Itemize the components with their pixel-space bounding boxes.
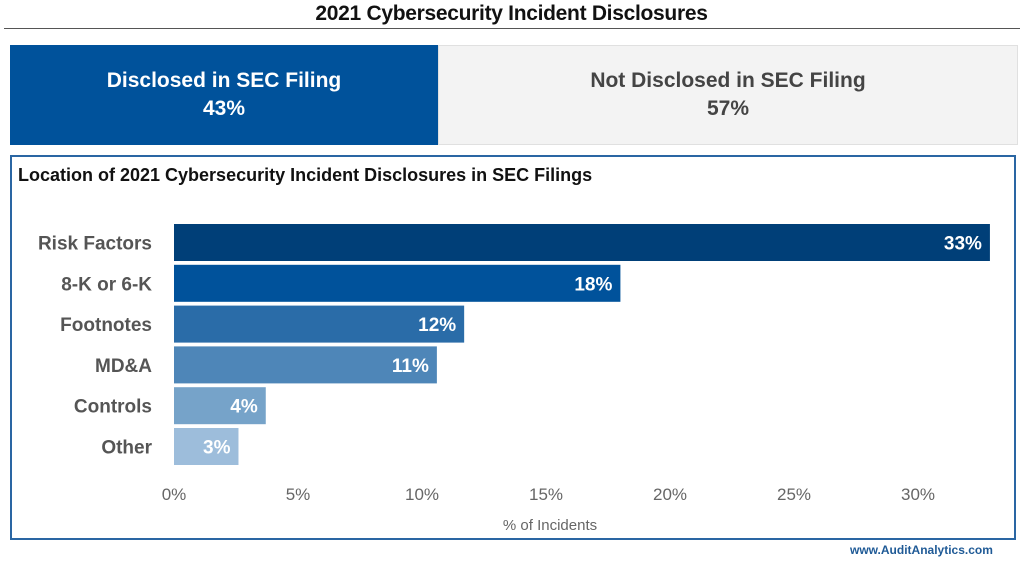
x-axis-label: % of Incidents <box>503 517 597 534</box>
x-tick-label: 5% <box>286 485 311 504</box>
data-label: 11% <box>392 356 429 377</box>
not-disclosed-box: Not Disclosed in SEC Filing 57% <box>438 45 1018 145</box>
x-tick-label: 25% <box>777 485 811 504</box>
category-label: 8-K or 6-K <box>61 274 152 295</box>
bar-0 <box>174 224 990 261</box>
disclosed-box: Disclosed in SEC Filing 43% <box>10 45 438 145</box>
category-label: Controls <box>74 397 152 418</box>
bar-1 <box>174 264 621 302</box>
chart-title: Location of 2021 Cybersecurity Incident … <box>18 165 593 185</box>
title-divider <box>4 28 1020 29</box>
chart-panel <box>10 155 1016 540</box>
x-tick-label: 30% <box>901 485 935 504</box>
category-label: Other <box>101 438 152 459</box>
disclosed-label: Disclosed in SEC Filing <box>106 69 342 92</box>
page-title: 2021 Cybersecurity Incident Disclosures <box>315 2 708 25</box>
not-disclosed-value: 57% <box>706 97 750 120</box>
data-label: 33% <box>944 234 982 255</box>
category-label: MD&A <box>95 356 152 377</box>
category-label: Footnotes <box>60 315 152 336</box>
not-disclosed-label: Not Disclosed in SEC Filing <box>590 69 866 92</box>
data-label: 4% <box>230 397 258 418</box>
data-label: 18% <box>574 274 612 295</box>
x-tick-label: 15% <box>529 485 563 504</box>
footer-link[interactable]: www.AuditAnalytics.com <box>850 543 993 557</box>
disclosed-value: 43% <box>202 97 246 120</box>
x-tick-label: 20% <box>653 485 687 504</box>
x-tick-label: 10% <box>405 485 439 504</box>
x-tick-label: 0% <box>162 485 187 504</box>
bar-4 <box>174 387 266 425</box>
bar-3 <box>174 346 437 384</box>
bar-2 <box>174 305 465 343</box>
data-label: 3% <box>203 438 231 459</box>
data-label: 12% <box>418 315 456 336</box>
category-label: Risk Factors <box>38 234 152 255</box>
bar-5 <box>174 428 239 465</box>
